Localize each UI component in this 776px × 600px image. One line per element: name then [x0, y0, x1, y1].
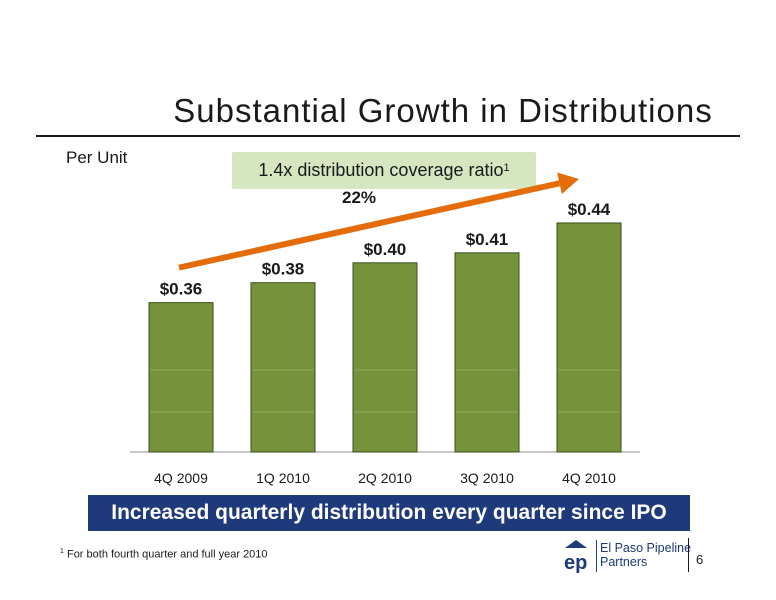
summary-banner: Increased quarterly distribution every q…	[88, 495, 690, 531]
coverage-callout: 1.4x distribution coverage ratio 1	[232, 152, 536, 189]
footnote-mark: 1	[60, 548, 64, 555]
bar-4q-2010	[556, 222, 622, 453]
data-label: $0.44	[568, 200, 611, 219]
page-number: 6	[696, 552, 704, 567]
bar-1q-2010	[250, 282, 316, 453]
data-label: $0.40	[364, 240, 407, 259]
bar-2q-2010	[352, 262, 418, 453]
ep-logo-icon: ep	[564, 540, 587, 574]
growth-annotation: 22%	[342, 188, 376, 207]
x-tick-label: 2Q 2010	[358, 470, 412, 486]
svg-text:ep: ep	[564, 552, 587, 574]
footnote: 1 For both fourth quarter and full year …	[60, 548, 268, 561]
data-label: $0.41	[466, 230, 509, 249]
x-tick-label: 4Q 2010	[562, 470, 616, 486]
title-divider	[36, 135, 740, 137]
x-tick-label: 3Q 2010	[460, 470, 514, 486]
slide-title: Substantial Growth in Distributions	[173, 92, 713, 129]
footnote-text: For both fourth quarter and full year 20…	[66, 548, 268, 561]
x-tick-label: 4Q 2009	[154, 470, 208, 486]
company-logo: ep El Paso Pipeline Partners	[562, 538, 694, 574]
unit-label: Per Unit	[66, 148, 128, 167]
bar-4q-2009	[148, 302, 214, 453]
logo-line-2: Partners	[600, 555, 648, 569]
logo-wordmark: El Paso Pipeline Partners	[600, 541, 691, 569]
coverage-callout-footnote-mark: 1	[503, 161, 510, 174]
x-tick-label: 1Q 2010	[256, 470, 310, 486]
trend-arrow-line	[178, 180, 561, 271]
bar-3q-2010	[454, 252, 520, 453]
data-label: $0.38	[262, 260, 305, 279]
footer-divider	[688, 538, 689, 572]
trend-arrow-head	[557, 172, 579, 195]
coverage-callout-text: 1.4x distribution coverage ratio	[258, 160, 504, 180]
logo-divider	[596, 540, 597, 572]
data-label: $0.36	[160, 280, 203, 299]
logo-line-1: El Paso Pipeline	[600, 541, 692, 555]
